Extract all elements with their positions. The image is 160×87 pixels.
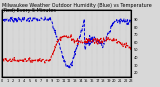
- Text: Milwaukee Weather Outdoor Humidity (Blue) vs Temperature (Red) Every 5 Minutes: Milwaukee Weather Outdoor Humidity (Blue…: [2, 3, 151, 13]
